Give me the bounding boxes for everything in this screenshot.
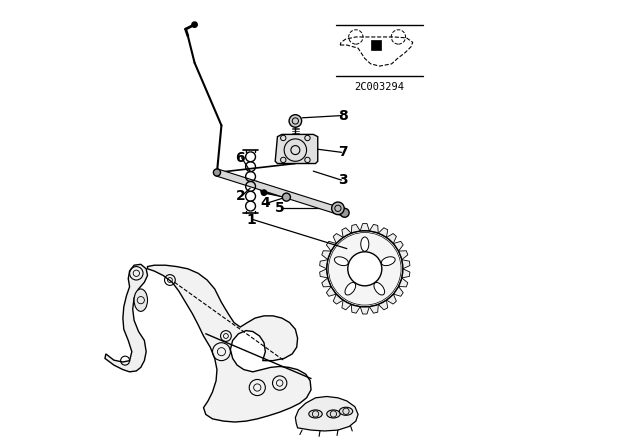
Ellipse shape bbox=[361, 237, 369, 251]
Polygon shape bbox=[387, 233, 396, 244]
Ellipse shape bbox=[345, 283, 356, 295]
Polygon shape bbox=[402, 260, 410, 269]
Polygon shape bbox=[360, 306, 369, 314]
Text: 2C003294: 2C003294 bbox=[355, 82, 404, 91]
Polygon shape bbox=[399, 251, 408, 260]
Text: 3: 3 bbox=[338, 173, 348, 187]
Circle shape bbox=[261, 190, 267, 195]
Polygon shape bbox=[394, 241, 403, 251]
Text: 7: 7 bbox=[338, 145, 348, 159]
Polygon shape bbox=[378, 300, 388, 310]
Text: 6: 6 bbox=[236, 151, 245, 165]
Polygon shape bbox=[326, 287, 336, 296]
Circle shape bbox=[289, 115, 301, 127]
Ellipse shape bbox=[335, 257, 348, 266]
Circle shape bbox=[348, 252, 382, 286]
Circle shape bbox=[192, 22, 197, 27]
Polygon shape bbox=[342, 300, 351, 310]
Ellipse shape bbox=[381, 257, 395, 266]
Polygon shape bbox=[105, 264, 148, 372]
Circle shape bbox=[282, 193, 291, 201]
Polygon shape bbox=[275, 134, 317, 164]
Polygon shape bbox=[351, 304, 360, 313]
Polygon shape bbox=[322, 251, 331, 260]
Circle shape bbox=[213, 169, 221, 176]
Polygon shape bbox=[351, 224, 360, 233]
Polygon shape bbox=[360, 224, 369, 231]
Ellipse shape bbox=[326, 410, 340, 418]
Text: 8: 8 bbox=[338, 108, 348, 123]
Polygon shape bbox=[369, 304, 378, 313]
Ellipse shape bbox=[374, 283, 385, 295]
Circle shape bbox=[328, 233, 401, 305]
Ellipse shape bbox=[134, 289, 148, 311]
Polygon shape bbox=[326, 241, 336, 251]
Text: 4: 4 bbox=[260, 196, 270, 211]
Polygon shape bbox=[333, 294, 343, 304]
Ellipse shape bbox=[339, 407, 353, 415]
Polygon shape bbox=[322, 278, 331, 287]
Polygon shape bbox=[394, 287, 403, 296]
Polygon shape bbox=[369, 224, 378, 233]
Polygon shape bbox=[399, 278, 408, 287]
Polygon shape bbox=[216, 169, 346, 216]
Polygon shape bbox=[296, 396, 358, 431]
Polygon shape bbox=[319, 260, 328, 269]
Polygon shape bbox=[333, 233, 343, 244]
Polygon shape bbox=[387, 294, 396, 304]
Polygon shape bbox=[148, 265, 311, 422]
Polygon shape bbox=[402, 269, 410, 278]
Text: 1: 1 bbox=[246, 212, 257, 227]
Circle shape bbox=[340, 208, 349, 217]
Ellipse shape bbox=[308, 410, 323, 418]
Polygon shape bbox=[342, 228, 351, 237]
Circle shape bbox=[332, 202, 344, 215]
Polygon shape bbox=[371, 40, 381, 50]
Polygon shape bbox=[378, 228, 388, 237]
Text: 2: 2 bbox=[236, 189, 245, 203]
Text: 5: 5 bbox=[275, 201, 284, 215]
Polygon shape bbox=[319, 269, 328, 278]
